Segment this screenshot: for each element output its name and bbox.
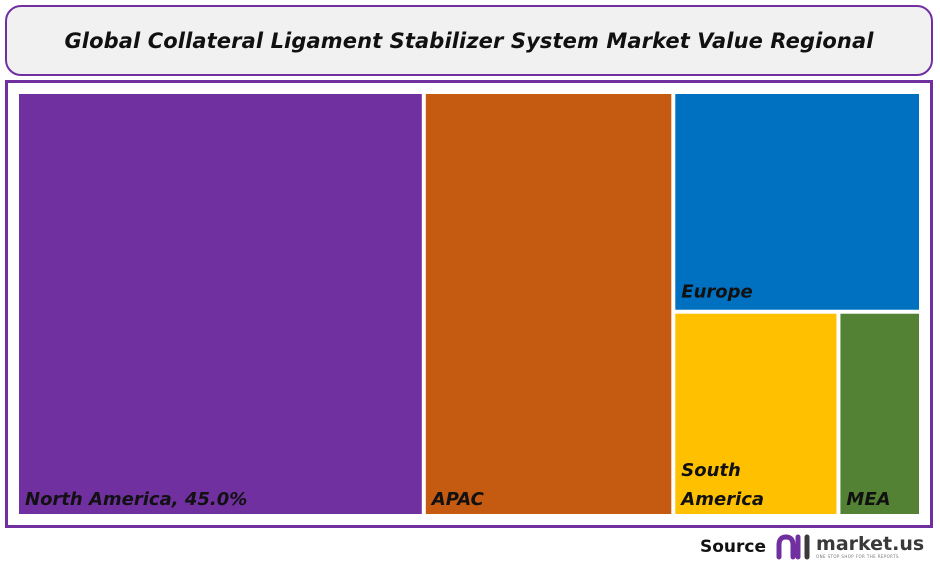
market-us-logo: market.us ONE STOP SHOP FOR THE REPORTS	[816, 532, 925, 560]
chart-title: Global Collateral Ligament Stabilizer Sy…	[64, 28, 874, 53]
chart-title-box: Global Collateral Ligament Stabilizer Sy…	[5, 5, 933, 76]
brand-tagline: ONE STOP SHOP FOR THE REPORTS	[816, 553, 899, 559]
source-attribution: Source market.us ONE STOP SHOP FOR THE R…	[700, 532, 935, 562]
treemap-tile-apac	[425, 94, 672, 514]
market-us-logo-icon	[776, 534, 810, 560]
treemap-tile-mea	[840, 313, 919, 514]
source-label: Source	[700, 537, 767, 557]
treemap-label-mea: MEA	[846, 489, 890, 510]
brand-name: market.us	[816, 532, 925, 555]
treemap-tile-north-america	[19, 94, 422, 514]
treemap-label-south-america: South America	[679, 460, 764, 510]
treemap-frame: North America, 45.0% APAC Europe South Ameri…	[5, 80, 933, 528]
treemap-label-apac: APAC	[430, 489, 485, 510]
treemap-tile-south-america	[675, 313, 837, 514]
treemap-tile-europe	[675, 94, 919, 310]
treemap-label-europe: Europe	[681, 282, 752, 303]
treemap-label-north-america: North America, 45.0%	[25, 489, 247, 510]
treemap-chart: North America, 45.0% APAC Europe South Ameri…	[19, 94, 919, 514]
